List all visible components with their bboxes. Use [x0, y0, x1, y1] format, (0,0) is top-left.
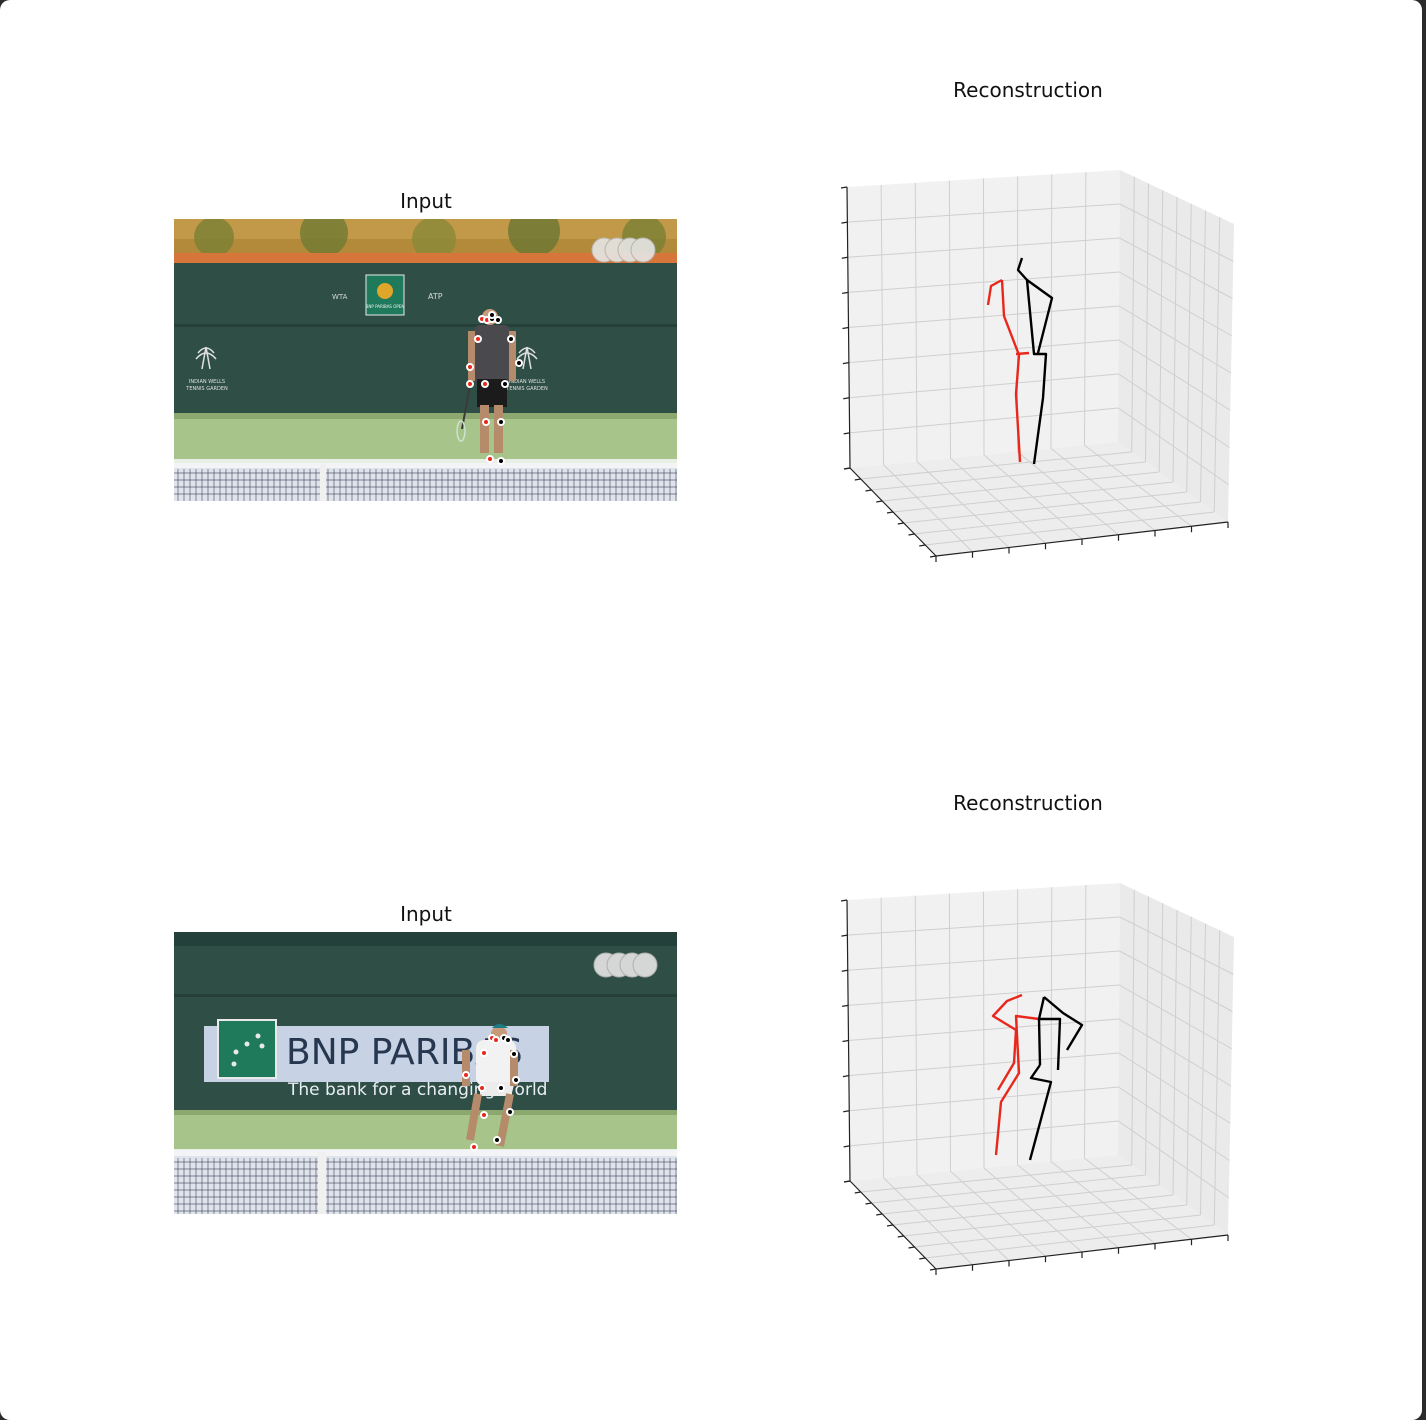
grid-lines	[847, 172, 1234, 553]
skeleton-3d	[986, 257, 1054, 465]
venue-logo-left: INDIAN WELLS TENNIS GARDEN	[185, 346, 228, 392]
reconstruction-title-2: Reconstruction	[953, 791, 1103, 815]
tennis-net	[174, 1150, 677, 1214]
input-frame-2: BNP PARIBAS The bank for a changing worl…	[174, 932, 677, 1214]
reconstruction-title-1: Reconstruction	[953, 78, 1103, 102]
input-frame-1: WTA BNP PARIBAS OPEN ATP INDIAN WELLS TE…	[174, 219, 677, 501]
right-limb	[1025, 279, 1048, 465]
right-limb	[1028, 1064, 1053, 1161]
axis-lines	[840, 899, 1229, 1275]
keypoints-2d	[462, 1034, 520, 1151]
left-limb	[994, 1014, 1040, 1156]
sponsor-logos: WTA BNP PARIBAS OPEN ATP	[332, 274, 443, 316]
right-limb	[1039, 1017, 1062, 1071]
svg-text:INDIAN WELLS: INDIAN WELLS	[189, 379, 225, 385]
input-title-2: Input	[400, 902, 452, 926]
svg-text:WTA: WTA	[332, 293, 348, 301]
grid-lines	[847, 885, 1234, 1266]
input-title-1: Input	[400, 189, 452, 213]
left-limb	[986, 278, 1003, 306]
watermark-circles	[593, 952, 658, 978]
left-limb	[1015, 351, 1030, 356]
left-limb	[1000, 279, 1022, 463]
player	[456, 309, 516, 453]
keypoints-2d	[466, 311, 523, 465]
left-limb	[991, 993, 1023, 1091]
svg-text:TENNIS GARDEN: TENNIS GARDEN	[185, 386, 228, 392]
svg-text:TENNIS GARDEN: TENNIS GARDEN	[505, 386, 548, 392]
watermark-circles	[591, 237, 656, 263]
axis-lines	[840, 186, 1229, 562]
skeleton-3d	[991, 993, 1084, 1161]
reconstruction-plot-1	[840, 170, 1234, 562]
tennis-net	[174, 463, 677, 501]
svg-text:BNP PARIBAS OPEN: BNP PARIBAS OPEN	[366, 304, 405, 309]
reconstruction-plot-2	[840, 883, 1234, 1275]
venue-logo-right: INDIAN WELLS TENNIS GARDEN	[505, 346, 548, 392]
svg-text:ATP: ATP	[428, 292, 443, 301]
svg-text:INDIAN WELLS: INDIAN WELLS	[509, 379, 545, 385]
player	[462, 1024, 518, 1147]
right-limb	[1043, 996, 1084, 1051]
